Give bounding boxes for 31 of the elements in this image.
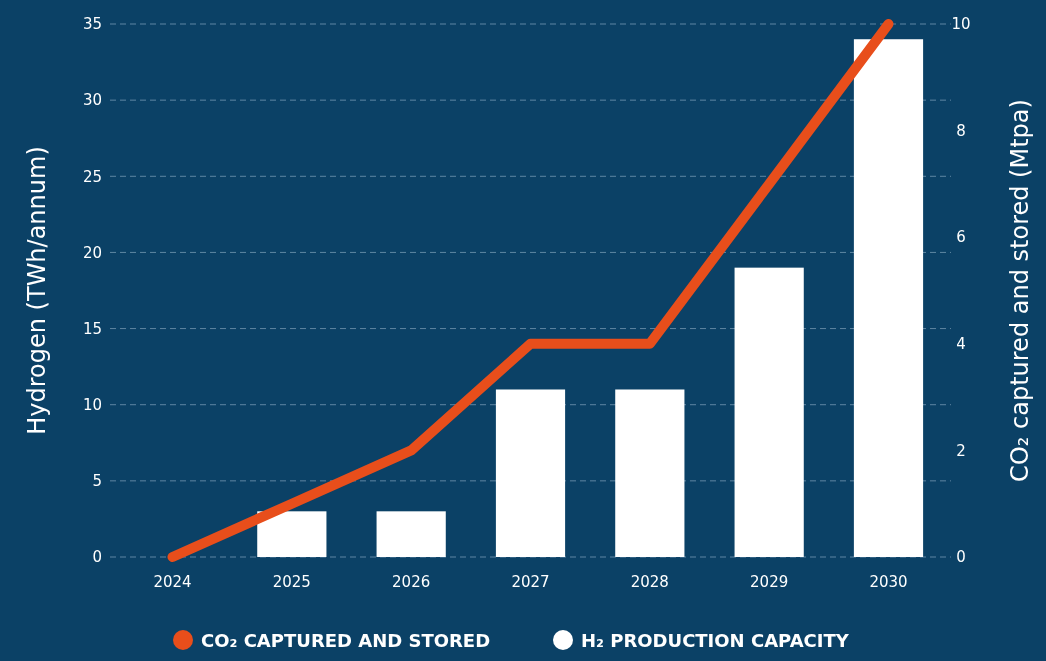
y-tick-label: 0 — [92, 548, 102, 567]
y-tick-label: 15 — [82, 319, 102, 338]
x-tick-label: 2024 — [153, 573, 192, 591]
bar — [734, 267, 804, 557]
bar — [257, 511, 327, 557]
y2-tick-label: 4 — [956, 335, 966, 354]
y-tick-label: 25 — [82, 167, 102, 186]
y2-tick-label: 6 — [956, 228, 966, 247]
x-tick-label: 2028 — [630, 573, 669, 591]
bar — [495, 389, 566, 557]
y-tick-label: 5 — [92, 472, 102, 491]
bar — [615, 389, 685, 557]
x-tick-label: 2027 — [511, 573, 550, 591]
y-tick-label: 10 — [82, 395, 102, 414]
y-tick-label: 35 — [82, 15, 102, 34]
bar — [376, 511, 446, 557]
bar — [853, 39, 924, 557]
x-tick-label: 2025 — [272, 573, 311, 591]
y2-tick-label: 2 — [956, 441, 966, 460]
x-tick-label: 2026 — [392, 573, 431, 591]
x-tick-label: 2030 — [869, 573, 908, 591]
y2-tick-label: 0 — [956, 548, 966, 567]
y2-tick-label: 10 — [951, 15, 971, 34]
y-tick-label: 30 — [82, 91, 102, 110]
y2-axis-title: CO₂ captured and stored (Mtpa) — [1006, 99, 1034, 482]
x-tick-label: 2029 — [750, 573, 789, 591]
legend-label: CO₂ CAPTURED AND STORED — [201, 630, 491, 651]
y2-tick-label: 8 — [956, 121, 966, 140]
y-tick-label: 20 — [82, 243, 102, 262]
y-axis-title: Hydrogen (TWh/annum) — [23, 146, 51, 435]
legend-label: H₂ PRODUCTION CAPACITY — [581, 630, 850, 651]
